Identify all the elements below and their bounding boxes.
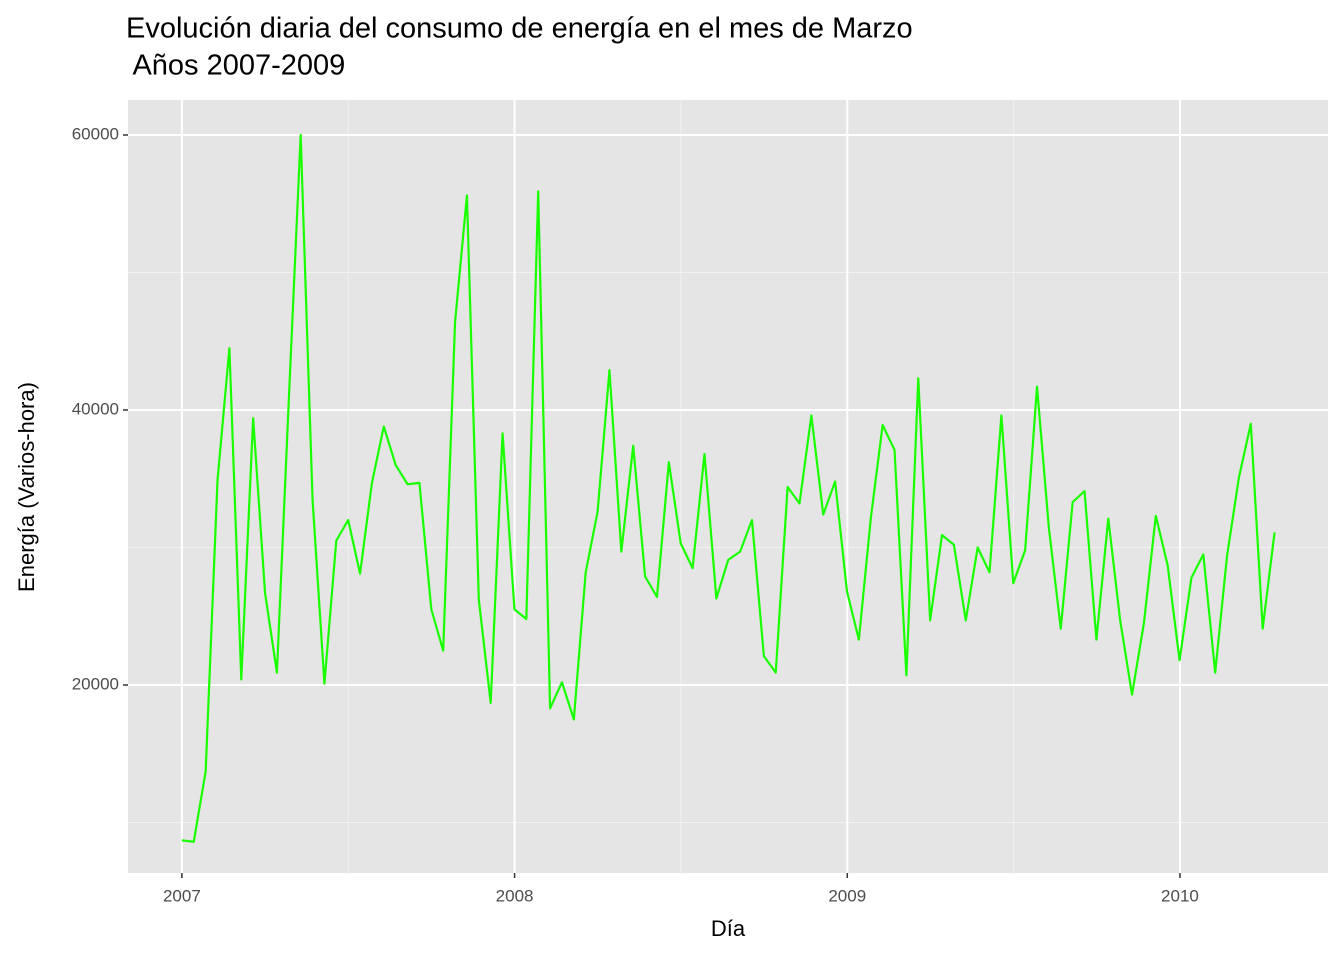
- y-tick-label: 40000: [72, 399, 119, 418]
- y-axis-title: Energía (Varios-hora): [14, 382, 39, 592]
- chart-subtitle: Años 2007-2009: [126, 50, 345, 82]
- data-line: [181, 133, 1276, 843]
- y-tick-label: 60000: [72, 124, 119, 143]
- x-tick-label: 2009: [828, 886, 866, 905]
- x-tick-label: 2008: [496, 886, 534, 905]
- x-axis-title: Día: [711, 916, 746, 941]
- chart-title: Evolución diaria del consumo de energía …: [126, 13, 913, 45]
- panel: [128, 100, 1328, 873]
- y-tick-label: 20000: [72, 674, 119, 693]
- x-tick-label: 2010: [1161, 886, 1199, 905]
- x-tick-label: 2007: [163, 886, 201, 905]
